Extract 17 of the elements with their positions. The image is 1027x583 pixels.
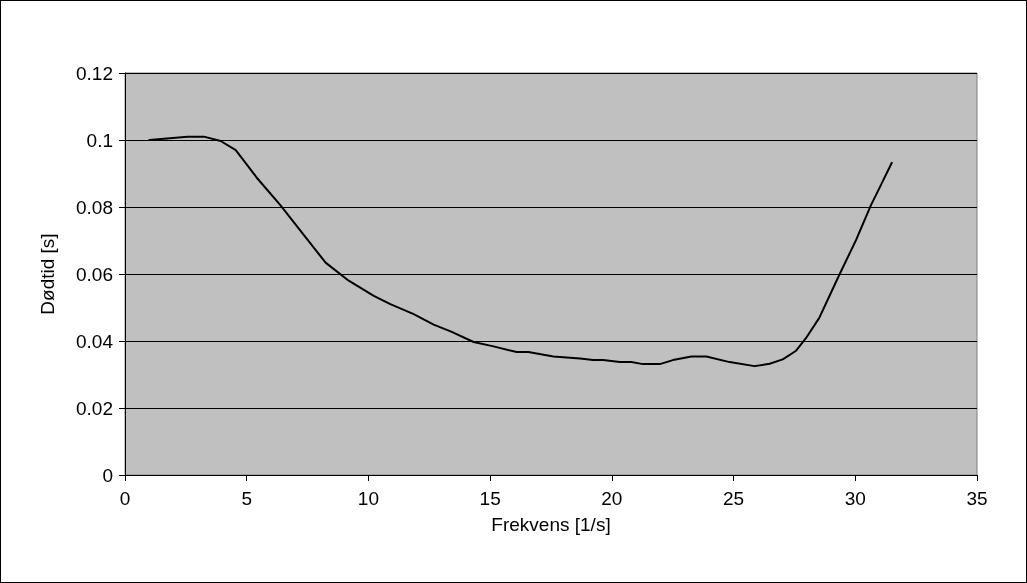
y-tick-label: 0.04	[76, 330, 114, 352]
y-tick-label: 0	[102, 464, 113, 486]
y-tick-label: 0.1	[86, 129, 113, 151]
y-tick-label: 0.12	[76, 62, 113, 84]
x-tick-label: 5	[241, 488, 252, 509]
x-tick-label: 35	[966, 488, 988, 509]
y-tick-label: 0.02	[76, 397, 113, 419]
y-axis-title: Dødtid [s]	[37, 233, 58, 315]
x-axis-title: Frekvens [1/s]	[491, 514, 611, 535]
y-tick-label: 0.06	[76, 263, 113, 285]
y-tick-label: 0.08	[76, 196, 113, 218]
x-tick-label: 0	[119, 488, 131, 509]
x-tick-label: 25	[723, 488, 745, 509]
x-tick-label: 10	[357, 488, 379, 509]
x-tick-label: 15	[479, 488, 501, 509]
x-tick-label: 30	[844, 488, 866, 509]
x-tick-label: 20	[601, 488, 623, 509]
